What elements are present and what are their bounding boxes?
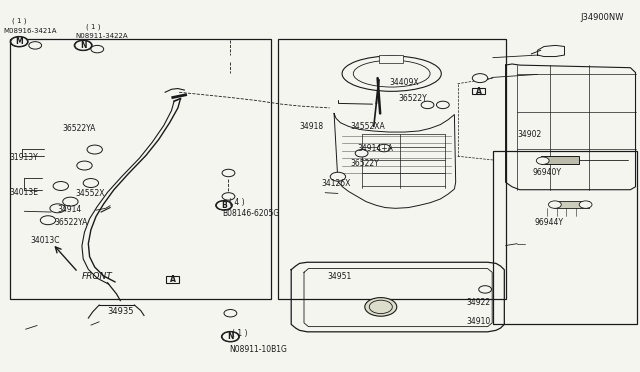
Text: 34935: 34935: [107, 307, 134, 316]
Text: 34914: 34914: [58, 205, 82, 214]
Circle shape: [536, 157, 549, 164]
Text: 34918: 34918: [300, 122, 324, 131]
Text: 96940Y: 96940Y: [532, 168, 561, 177]
Text: 34552XA: 34552XA: [351, 122, 385, 131]
Bar: [379, 55, 403, 63]
Circle shape: [221, 331, 239, 342]
Circle shape: [421, 101, 434, 109]
Text: ( 1 ): ( 1 ): [232, 329, 248, 338]
Circle shape: [63, 197, 78, 206]
Circle shape: [222, 332, 239, 341]
Text: 34914+A: 34914+A: [357, 144, 393, 153]
Circle shape: [40, 216, 56, 225]
Circle shape: [53, 182, 68, 190]
Text: 96944Y: 96944Y: [534, 218, 563, 227]
Text: 36522Y: 36522Y: [398, 94, 427, 103]
Circle shape: [74, 40, 92, 51]
Circle shape: [479, 286, 492, 293]
Text: B: B: [221, 201, 227, 210]
Circle shape: [10, 36, 28, 47]
Text: A: A: [170, 275, 176, 284]
Bar: [541, 156, 579, 164]
Text: N: N: [80, 41, 86, 50]
Circle shape: [579, 201, 592, 208]
Text: FRONT: FRONT: [82, 272, 113, 280]
Circle shape: [378, 144, 390, 152]
Circle shape: [365, 298, 397, 316]
Circle shape: [87, 145, 102, 154]
Text: 34552X: 34552X: [76, 189, 105, 198]
Text: ( 1 ): ( 1 ): [86, 23, 101, 29]
Bar: [493, 151, 637, 324]
Circle shape: [548, 201, 561, 208]
Text: N: N: [227, 332, 234, 341]
Text: 34126X: 34126X: [321, 179, 351, 188]
Circle shape: [50, 204, 65, 213]
Text: 36522Y: 36522Y: [351, 159, 380, 168]
Circle shape: [222, 169, 235, 177]
Text: 36522YA: 36522YA: [63, 124, 96, 132]
Circle shape: [11, 37, 28, 46]
Circle shape: [216, 201, 232, 210]
Bar: [10, 39, 271, 299]
Circle shape: [75, 41, 92, 50]
Circle shape: [216, 201, 232, 210]
Text: 34951: 34951: [328, 272, 352, 281]
Text: B08146-6205G: B08146-6205G: [223, 209, 280, 218]
Text: 34013E: 34013E: [10, 188, 38, 197]
Text: 31913Y: 31913Y: [10, 153, 38, 162]
Circle shape: [222, 193, 235, 200]
Bar: [278, 39, 506, 299]
Text: 34910: 34910: [466, 317, 490, 326]
Bar: [554, 201, 589, 208]
Text: N08911-10B1G: N08911-10B1G: [229, 345, 287, 354]
Text: M: M: [15, 37, 23, 46]
Text: 36522YA: 36522YA: [54, 218, 88, 227]
Circle shape: [436, 101, 449, 109]
Text: ( 1 ): ( 1 ): [12, 18, 26, 24]
Text: A: A: [476, 87, 482, 96]
Text: 34902: 34902: [517, 130, 541, 139]
Circle shape: [29, 42, 42, 49]
Circle shape: [472, 74, 488, 83]
Bar: [472, 88, 485, 94]
Circle shape: [224, 310, 237, 317]
Text: 34922: 34922: [466, 298, 490, 307]
Text: N08911-3422A: N08911-3422A: [76, 33, 128, 39]
Circle shape: [91, 45, 104, 53]
Bar: [166, 276, 179, 283]
Text: J34900NW: J34900NW: [580, 13, 624, 22]
Text: 34013C: 34013C: [31, 236, 60, 245]
Text: 34409X: 34409X: [389, 78, 419, 87]
Circle shape: [330, 172, 346, 181]
Text: ( 4 ): ( 4 ): [229, 198, 244, 207]
Circle shape: [77, 161, 92, 170]
Text: M08916-3421A: M08916-3421A: [3, 28, 57, 34]
Circle shape: [355, 150, 368, 157]
Circle shape: [83, 179, 99, 187]
